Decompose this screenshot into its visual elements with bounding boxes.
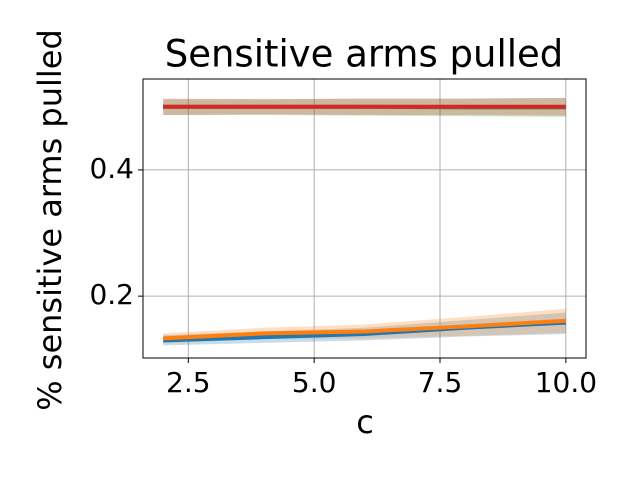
x-tick-label: 2.5 [166, 366, 211, 399]
chart-title: Sensitive arms pulled [165, 33, 564, 76]
x-tick-label: 5.0 [292, 366, 337, 399]
y-axis-label: % sensitive arms pulled [31, 29, 69, 411]
y-tick-label: 0.4 [89, 152, 134, 185]
x-axis-label: c [356, 403, 374, 441]
series-line [163, 318, 566, 341]
plot-frame [142, 78, 587, 359]
x-tick-label: 7.5 [418, 366, 463, 399]
x-tick-label: 10.0 [535, 366, 597, 399]
y-tick-label: 0.2 [89, 278, 134, 311]
